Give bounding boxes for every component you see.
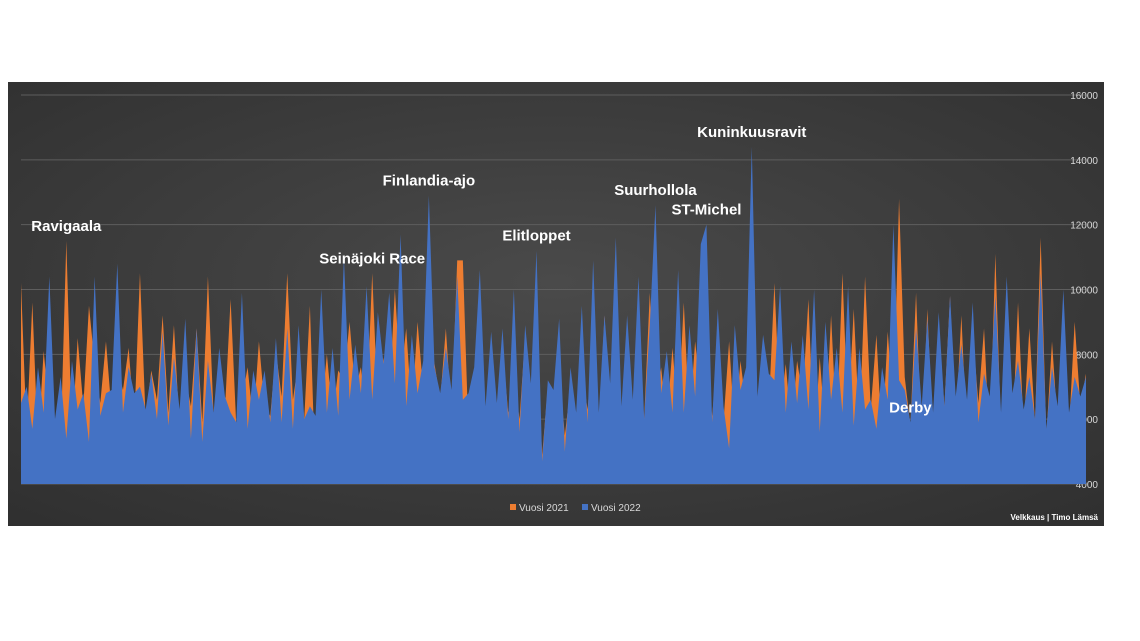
y-tick-label: 8000 — [1076, 350, 1099, 361]
annotation-label: ST-Michel — [671, 202, 741, 219]
annotation-label: Kuninkuusravit — [697, 124, 806, 141]
area-chart: 4000 6000 8000 10000 12000 14000 16000 Ravigaal… — [8, 82, 1104, 526]
annotation-label: Seinäjoki Race — [319, 250, 425, 267]
y-tick-label: 16000 — [1070, 91, 1098, 102]
annotation-label: Derby — [889, 399, 932, 416]
y-tick-label: 4000 — [1076, 480, 1099, 491]
series-area-vuosi-2022 — [21, 146, 1086, 484]
chart-panel: 4000 6000 8000 10000 12000 14000 16000 Ravigaal… — [8, 82, 1104, 526]
y-tick-label: 6000 — [1076, 415, 1099, 426]
y-tick-label: 10000 — [1070, 286, 1098, 297]
legend-label: Vuosi 2022 — [591, 503, 641, 514]
legend-label: Vuosi 2021 — [519, 503, 569, 514]
y-tick-label: 12000 — [1070, 221, 1098, 232]
y-tick-label: 14000 — [1070, 156, 1098, 167]
legend-swatch — [510, 504, 516, 510]
credit-text: Velkkaus | Timo Lämsä — [1010, 513, 1098, 522]
annotation-label: Elitloppet — [502, 228, 570, 245]
legend-swatch — [582, 504, 588, 510]
annotation-label: Suurhollola — [614, 182, 697, 199]
annotation-label: Finlandia-ajo — [383, 172, 476, 189]
annotation-label: Ravigaala — [31, 218, 102, 235]
